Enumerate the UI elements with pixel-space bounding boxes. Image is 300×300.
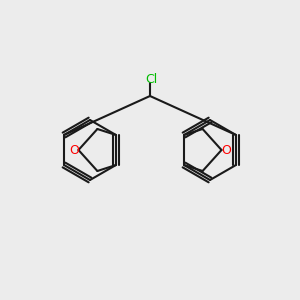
- Text: O: O: [69, 143, 79, 157]
- Text: Cl: Cl: [146, 73, 158, 86]
- Text: O: O: [221, 143, 231, 157]
